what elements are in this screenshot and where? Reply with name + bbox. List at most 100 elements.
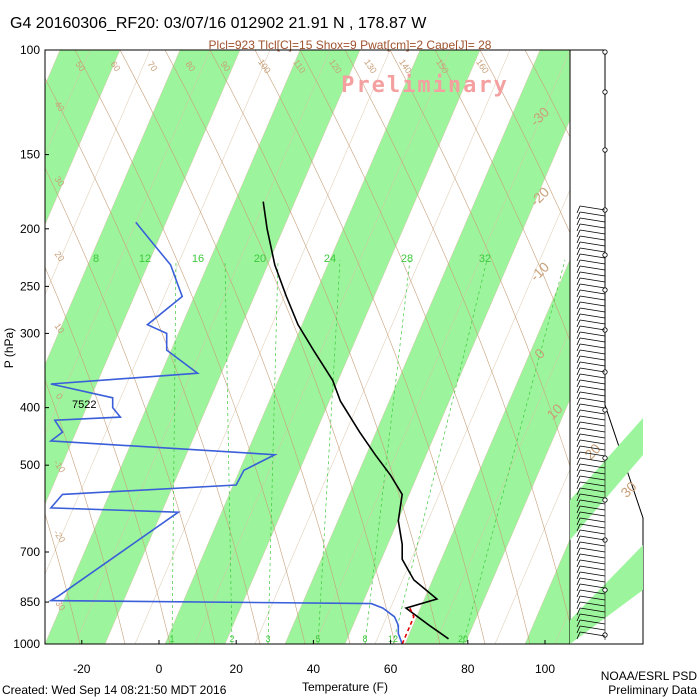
wind-barb (579, 529, 606, 535)
dewpoint-line (48, 221, 403, 644)
isotherm-line (464, 398, 570, 644)
wind-panel-band (570, 418, 643, 540)
wind-barb-feather (576, 301, 581, 310)
wind-barb (579, 355, 606, 361)
mixing-ratio-label: 1 (169, 634, 174, 644)
wind-barb (579, 493, 606, 499)
x-tick-label: 40 (307, 662, 321, 676)
wind-barb (579, 433, 606, 439)
isotherm-line (194, 50, 451, 644)
wind-barb (579, 481, 606, 487)
wind-barb-feather (576, 541, 581, 550)
wind-barb-feather (576, 271, 581, 280)
wind-barb-feather (576, 577, 581, 586)
wind-barb-feather (576, 505, 581, 514)
wind-barb (579, 271, 606, 277)
wind-barb-feather (576, 325, 581, 334)
wind-barb (579, 337, 606, 343)
wind-barb (579, 625, 606, 631)
wind-barb-feather (576, 391, 581, 400)
height-annotation: 7522 (72, 399, 96, 411)
isotherm-line (314, 50, 570, 644)
wind-barb-feather (576, 595, 581, 604)
wind-barb-feather (576, 583, 581, 592)
isotherm-line (224, 50, 481, 644)
wind-barb-feather (576, 253, 581, 262)
isotherm-label: 100 (256, 57, 273, 75)
isotherm-label: 80 (183, 59, 197, 73)
wind-barb (579, 379, 606, 385)
wind-barb-feather (576, 295, 581, 304)
dry-adiabat (254, 50, 486, 644)
wind-barb (579, 247, 606, 253)
isotherm-line (104, 50, 361, 644)
wind-barb (579, 391, 606, 397)
isotherm-line (434, 328, 570, 644)
wind-barb (579, 511, 606, 517)
wind-barb (579, 457, 606, 463)
dry-adiabat (45, 266, 171, 644)
wind-barb-feather (576, 469, 581, 478)
wind-barb (579, 583, 606, 589)
isotherm-line (284, 50, 541, 644)
wind-barb (579, 331, 606, 337)
dry-adiabat (209, 50, 441, 644)
y-tick-label: 500 (20, 458, 40, 472)
wind-barb-feather (576, 517, 581, 526)
wind-barb-feather (576, 217, 581, 226)
wind-barb (579, 295, 606, 301)
mixing-ratio-label: 24 (324, 253, 336, 265)
wind-barb-feather (576, 289, 581, 298)
wind-barb-feather (576, 547, 581, 556)
chart-title: G4 20160306_RF20: 03/07/16 012902 21.91 … (10, 15, 427, 32)
wind-barb-feather (576, 499, 581, 508)
isotherm-label: 30 (52, 174, 66, 188)
wind-barb-feather (576, 265, 581, 274)
wind-barb-feather (576, 529, 581, 538)
wind-barb (579, 517, 606, 523)
y-axis-label: P (hPa) (2, 328, 16, 368)
wind-barb-feather (576, 421, 581, 430)
dry-adiabat (479, 50, 570, 234)
wind-barb-feather (576, 373, 581, 382)
wind-barb-feather (576, 259, 581, 268)
dry-adiabat (45, 167, 216, 644)
wind-barb (579, 235, 606, 241)
isotherm-line (374, 189, 570, 644)
wind-barb-feather (576, 439, 581, 448)
isotherm-line (254, 50, 511, 644)
wind-barb-feather (576, 367, 581, 376)
wind-barb-feather (576, 211, 581, 220)
dry-adiabat (344, 50, 570, 625)
mixing-ratio-label: 12 (388, 634, 398, 644)
isotherm-label: 0 (54, 391, 65, 401)
wind-barb (579, 283, 606, 289)
mixing-ratio-line (267, 259, 279, 644)
wind-barb-feather (576, 523, 581, 532)
wind-barb (579, 547, 606, 553)
wind-barb (579, 475, 606, 481)
wind-barb (579, 307, 606, 313)
isotherm-line (45, 50, 271, 575)
wind-barb (579, 361, 606, 367)
wind-barb (579, 325, 606, 331)
wind-barb (579, 469, 606, 475)
wind-barb-feather (576, 589, 581, 598)
isotherm-label: 10 (52, 321, 66, 335)
credit-line-2: Preliminary Data (608, 683, 697, 697)
wind-barb (579, 541, 606, 547)
isotherm-label: 90 (218, 59, 232, 73)
y-tick-label: 850 (20, 595, 40, 609)
x-tick-label: 0 (156, 662, 163, 676)
wind-barb-feather (576, 361, 581, 370)
wind-barb (579, 415, 606, 421)
wind-barb-feather (576, 475, 581, 484)
mixing-ratio-label: 16 (192, 253, 204, 265)
wind-barb (579, 559, 606, 565)
dry-adiabat (434, 50, 570, 342)
sounding-indices: Plcl=923 Tlcl[C]=15 Shox=9 Pwat[cm]=2 Ca… (209, 38, 492, 52)
dry-adiabat (45, 512, 81, 644)
wind-barb-feather (576, 619, 581, 628)
dry-adiabat (164, 50, 396, 644)
